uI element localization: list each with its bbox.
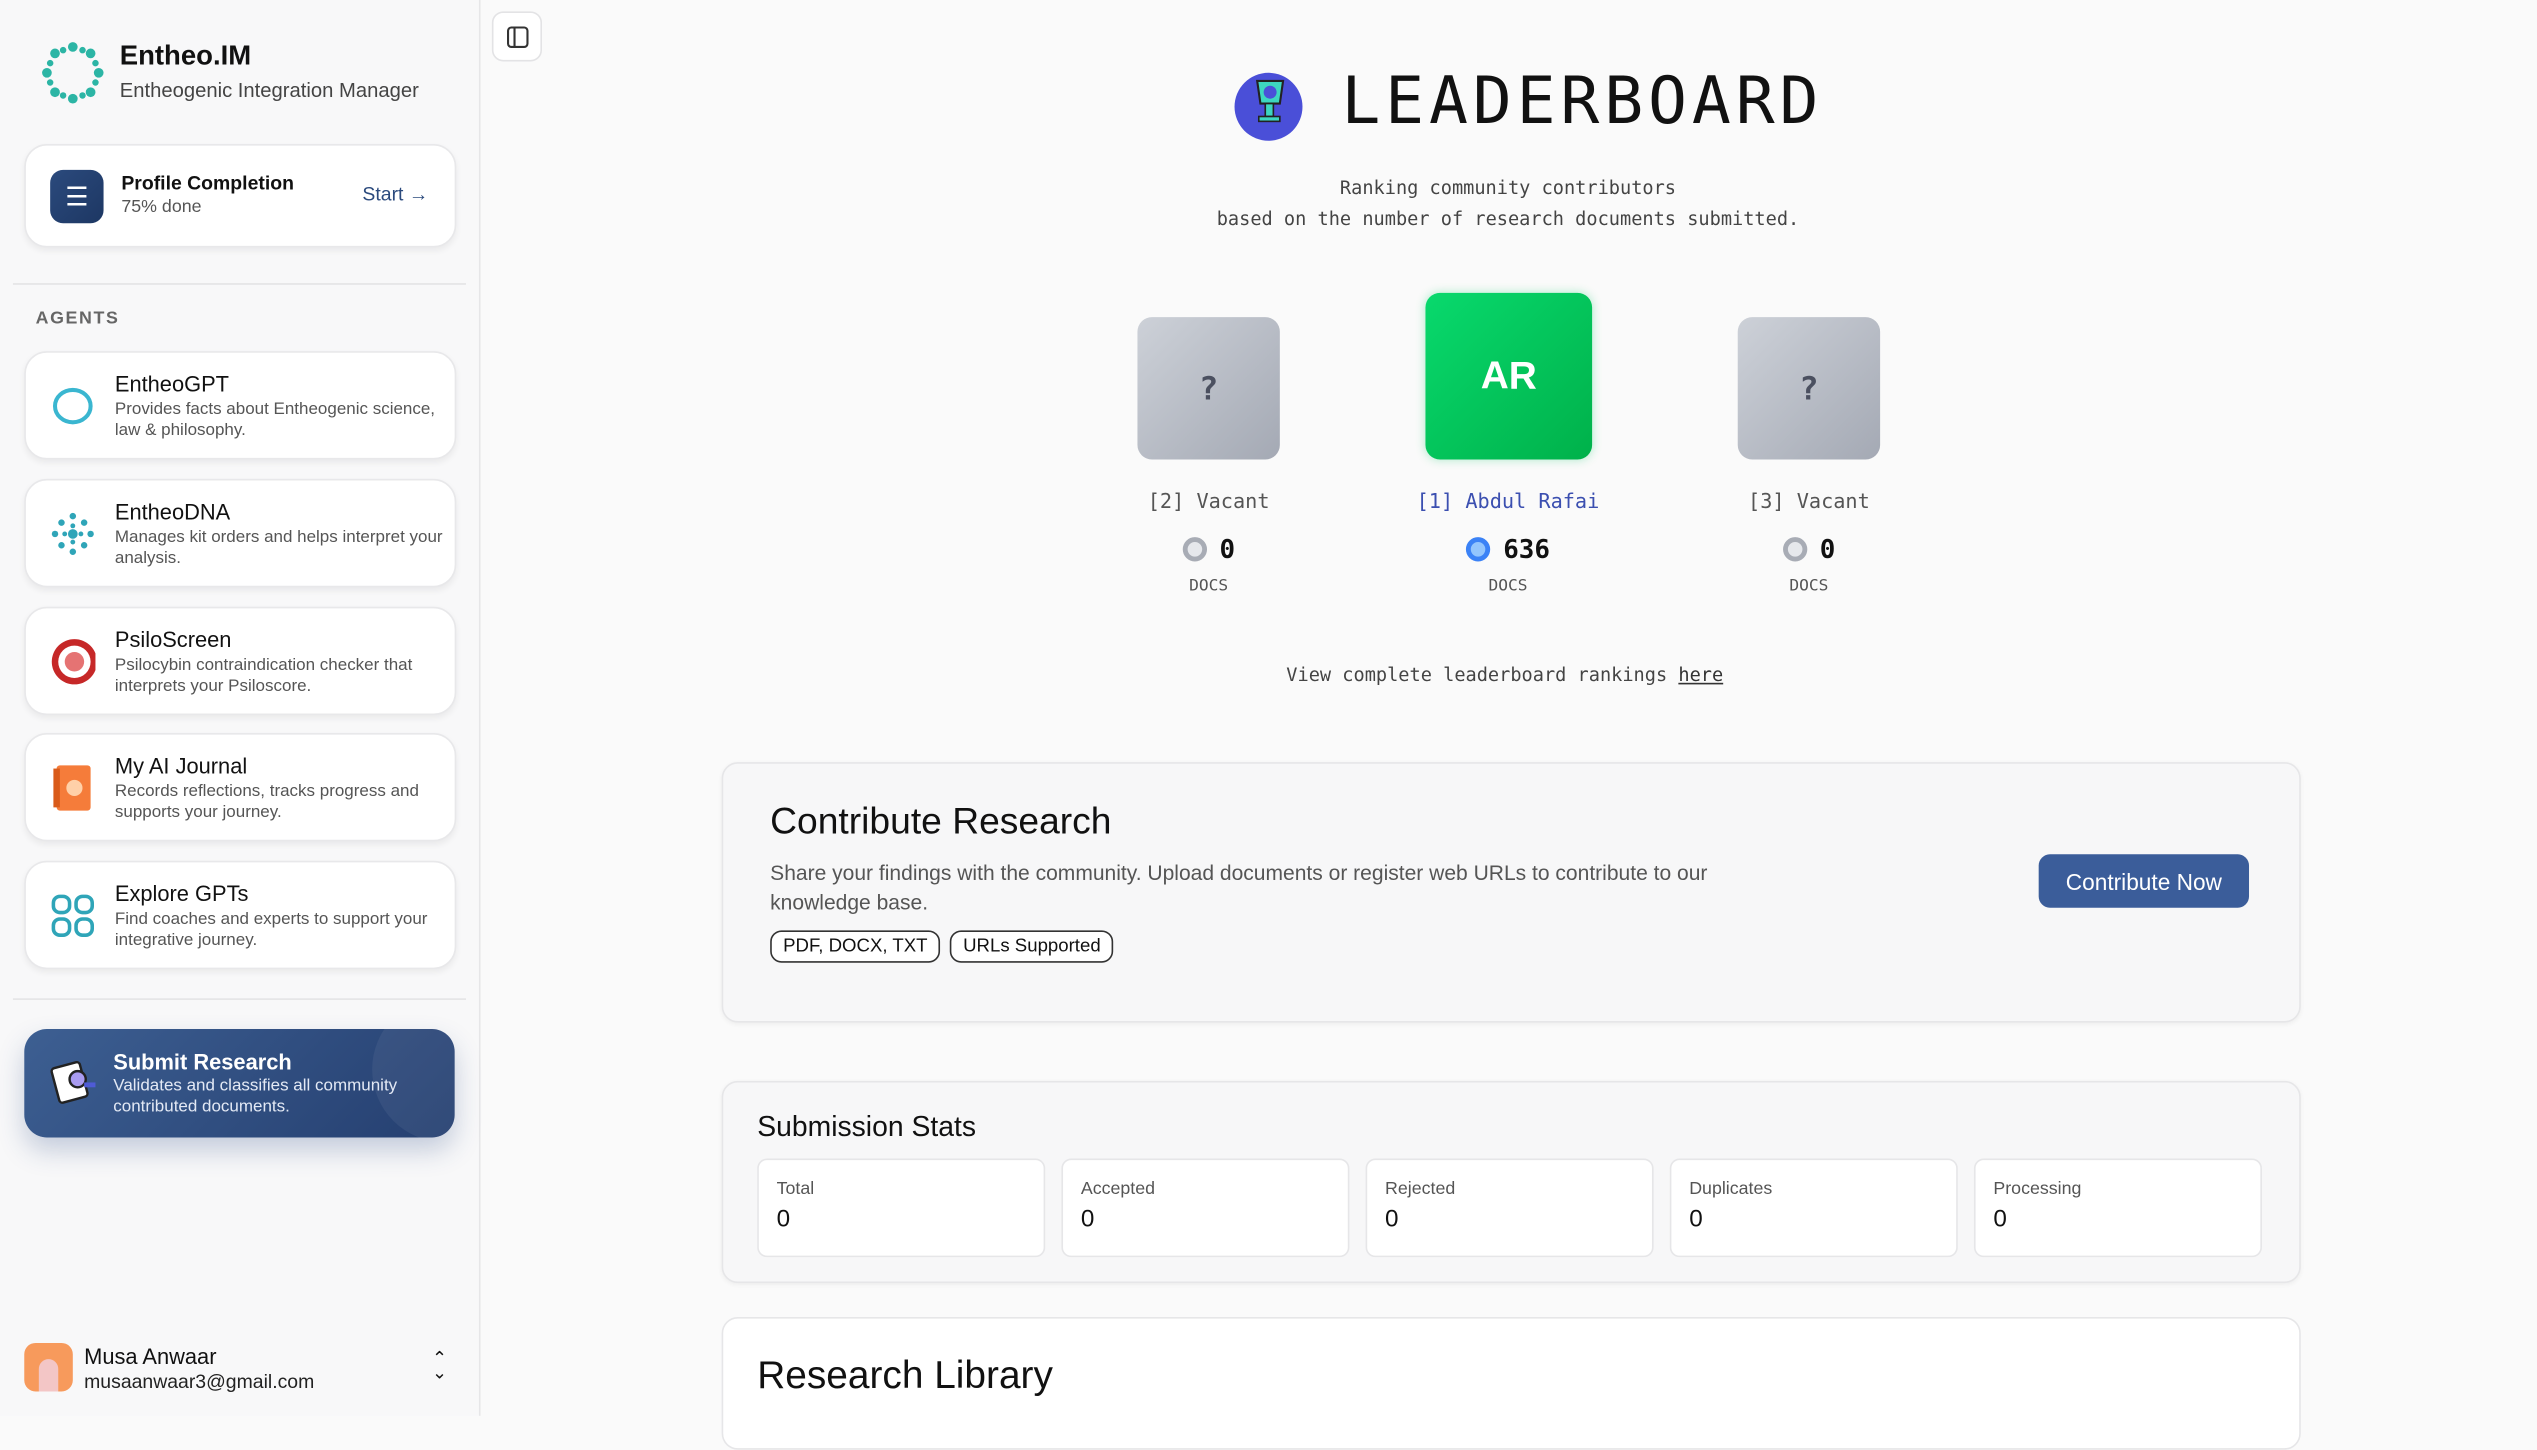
podium-avatar-2: ? <box>1137 317 1280 460</box>
stat-label: Rejected <box>1385 1179 1456 1199</box>
user-menu[interactable]: Musa Anwaar musaanwaar3@gmail.com ⌃ ⌄ <box>24 1342 454 1396</box>
stat-label: Duplicates <box>1689 1179 1773 1199</box>
entheo-logo-icon <box>40 40 105 105</box>
stat-label: Total <box>776 1179 815 1199</box>
profile-title: Profile Completion <box>121 171 294 195</box>
contribute-now-button[interactable]: Contribute Now <box>2038 854 2250 908</box>
podium-name-2: [2] Vacant <box>1147 488 1270 513</box>
divider <box>12 283 466 285</box>
stat-duplicates: Duplicates 0 <box>1669 1158 1958 1258</box>
agent-entheogpt[interactable]: EntheoGPT Provides facts about Entheogen… <box>24 351 457 460</box>
start-button[interactable]: Start → <box>362 182 429 206</box>
agents-heading: AGENTS <box>35 309 120 329</box>
ring-icon <box>50 383 95 428</box>
profile-completion-card[interactable]: ☰ Profile Completion 75% done Start → <box>24 144 457 248</box>
research-library-section: Research Library <box>721 1317 2301 1450</box>
trophy-icon <box>1233 68 1307 151</box>
brand-title: Entheo.IM <box>119 40 252 72</box>
stat-value: 0 <box>1993 1205 2007 1233</box>
sidebar-panel-icon <box>506 25 528 48</box>
tag-urls: URLs Supported <box>950 930 1114 963</box>
stat-value: 0 <box>1080 1205 1095 1233</box>
stat-label: Processing <box>1993 1179 2082 1199</box>
doc-count: 0 <box>1819 533 1836 565</box>
agent-name: EntheoDNA <box>114 499 231 525</box>
sidebar-toggle-button[interactable] <box>491 11 543 62</box>
rank-dot-icon <box>1782 537 1807 562</box>
library-title: Research Library <box>757 1354 1053 1398</box>
docs-label: DOCS <box>1789 577 1829 596</box>
view-rankings-label: View complete leaderboard rankings <box>1286 663 1679 687</box>
agent-desc: Records reflections, tracks progress and… <box>114 781 419 822</box>
divider <box>12 998 466 1000</box>
user-email: musaanwaar3@gmail.com <box>84 1370 315 1394</box>
submit-desc: Validates and classifies all community c… <box>113 1075 398 1117</box>
rank-dot-icon <box>1182 537 1207 562</box>
podium-count-3: 0 <box>1647 534 1971 565</box>
leaderboard-subtitle-line2: based on the number of research document… <box>1216 207 1800 230</box>
grid-icon <box>50 893 95 938</box>
podium-name-1[interactable]: [1] Abdul Rafai <box>1416 488 1600 513</box>
tag-file-types: PDF, DOCX, TXT <box>770 930 941 963</box>
contribute-title: Contribute Research <box>770 799 1112 842</box>
submit-title: Submit Research <box>113 1050 292 1075</box>
document-search-icon <box>50 1058 99 1115</box>
stat-rejected: Rejected 0 <box>1365 1158 1654 1258</box>
podium-name-3: [3] Vacant <box>1748 488 1870 513</box>
dna-dots-icon <box>50 511 95 556</box>
agent-psiloscreen[interactable]: PsiloScreen Psilocybin contraindication … <box>24 606 457 716</box>
stat-value: 0 <box>1689 1205 1703 1233</box>
user-name: Musa Anwaar <box>84 1344 217 1369</box>
stat-accepted: Accepted 0 <box>1061 1158 1350 1258</box>
journal-icon <box>50 765 95 811</box>
agent-entheodna[interactable]: EntheoDNA Manages kit orders and helps i… <box>24 478 457 588</box>
stat-value: 0 <box>1385 1205 1399 1233</box>
agent-name: Explore GPTs <box>114 881 249 907</box>
agent-name: My AI Journal <box>114 753 248 779</box>
contribute-desc: Share your findings with the community. … <box>770 860 1708 915</box>
leaderboard-subtitle-line1: Ranking community contributors <box>1339 176 1677 200</box>
docs-label: DOCS <box>1488 577 1528 596</box>
stat-processing: Processing 0 <box>1973 1158 2262 1258</box>
screen-badge-icon <box>50 639 96 685</box>
agent-desc: Find coaches and experts to support your… <box>114 909 428 950</box>
stat-value: 0 <box>776 1205 791 1233</box>
agent-name: PsiloScreen <box>114 627 232 653</box>
rankings-here-link[interactable]: here <box>1678 663 1724 687</box>
rank-dot-icon <box>1465 537 1491 562</box>
stat-label: Accepted <box>1080 1179 1156 1199</box>
podium-count-2: 0 <box>1047 534 1371 565</box>
leaderboard-title: LEADERBOARD <box>1341 64 1824 140</box>
agent-desc: Psilocybin contraindication checker that… <box>114 655 413 696</box>
agent-my-ai-journal[interactable]: My AI Journal Records reflections, track… <box>24 732 457 842</box>
profile-progress: 75% done <box>121 197 202 217</box>
stat-total: Total 0 <box>757 1158 1046 1258</box>
agent-explore-gpts[interactable]: Explore GPTs Find coaches and experts to… <box>24 860 457 970</box>
sidebar: Entheo.IM Entheogenic Integration Manage… <box>0 0 481 1416</box>
contribute-research-section: Contribute Research Share your findings … <box>721 762 2301 1023</box>
submit-research-card[interactable]: Submit Research Validates and classifies… <box>24 1029 455 1138</box>
podium-avatar-3: ? <box>1737 317 1881 460</box>
agent-desc: Provides facts about Entheogenic science… <box>114 399 436 441</box>
podium-avatar-1: AR <box>1425 292 1593 460</box>
podium-count-1: 636 <box>1346 534 1670 565</box>
docs-label: DOCS <box>1189 577 1229 596</box>
doc-count: 636 <box>1503 533 1550 565</box>
supported-tags: PDF, DOCX, TXT URLs Supported <box>770 930 1123 963</box>
agent-name: EntheoGPT <box>114 372 230 397</box>
avatar <box>24 1342 73 1392</box>
checklist-icon: ☰ <box>50 169 104 224</box>
brand-subtitle: Entheogenic Integration Manager <box>119 79 419 102</box>
doc-count: 0 <box>1219 533 1236 565</box>
agent-desc: Manages kit orders and helps interpret y… <box>114 527 443 568</box>
stats-title: Submission Stats <box>757 1109 976 1143</box>
view-rankings-text: View complete leaderboard rankings here <box>971 663 2039 686</box>
chevron-up-down-icon: ⌃ ⌄ <box>432 1349 447 1384</box>
